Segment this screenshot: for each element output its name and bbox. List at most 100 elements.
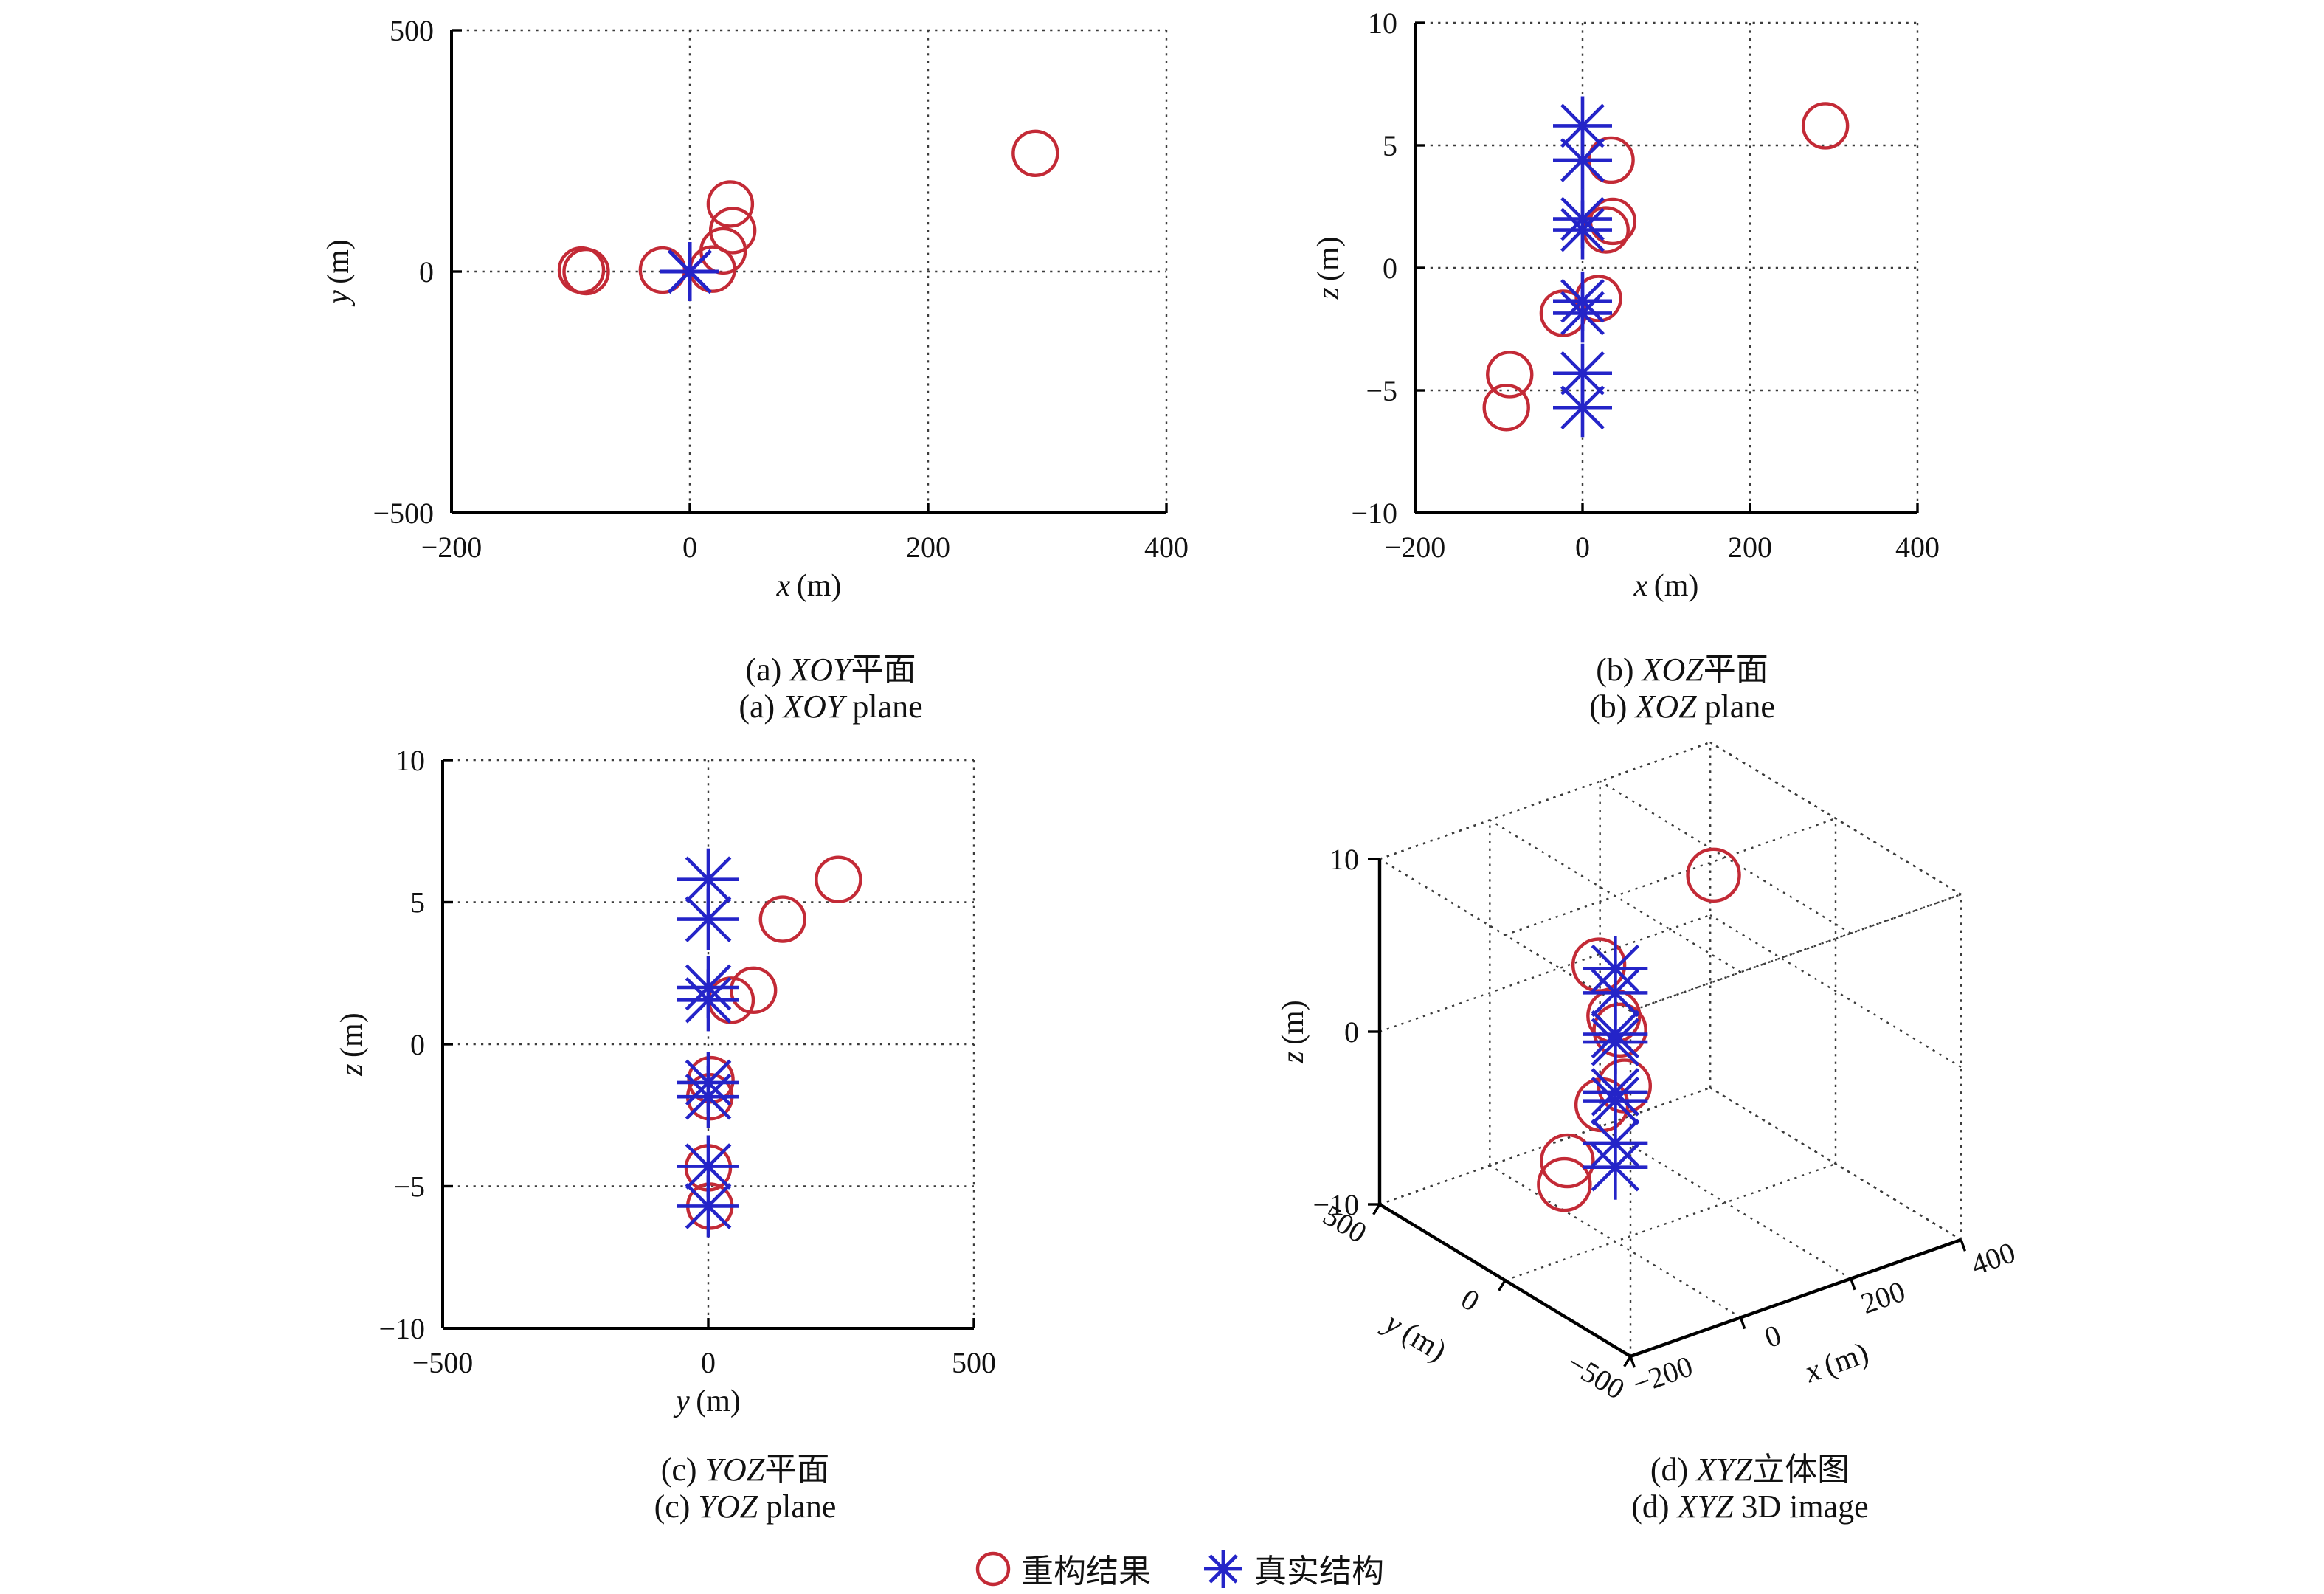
chart-svg-c: −500 0 500 10 5 0 −5 −10 y (m) z (m): [335, 744, 996, 1418]
legend-label-truth: 真实结构: [1254, 1553, 1385, 1590]
series-truth: [1583, 936, 1648, 1200]
y-tick: [1372, 1204, 1381, 1215]
legend: 重构结果 真实结构: [974, 1545, 1384, 1593]
marker-circle-reconstruction: [815, 855, 862, 903]
subplot-yoz-plane: −500 0 500 10 5 0 −5 −10 y (m) z (m): [251, 694, 1077, 1418]
y-tick: [1623, 1356, 1632, 1367]
y-tick-label: −500: [1561, 1346, 1630, 1406]
grid-line-3d: [1379, 741, 1711, 860]
marker-circle-reconstruction: [708, 207, 757, 255]
grid-line-3d: [1504, 817, 1836, 936]
caption-a-line2: (a) XOY plane: [739, 688, 923, 725]
marker-circle-reconstruction: [758, 895, 806, 943]
marker-circle-reconstruction: [1486, 351, 1534, 398]
marker-circle-reconstruction: [562, 247, 610, 296]
legend-item-reconstruction: 重构结果: [974, 1545, 1151, 1593]
marker-circle-reconstruction: [1011, 129, 1059, 177]
caption-b-line1: (b) XOZ平面: [1596, 651, 1768, 688]
marker-circle-reconstruction: [1571, 937, 1627, 993]
x-tick-label: 0: [682, 531, 697, 564]
marker-asterisk-truth: [1553, 200, 1612, 260]
chart-svg-b: −200 0 200 400 10 5 0 −5 −10 x (m) z (m): [1312, 7, 1940, 603]
box-edge: [1709, 741, 1962, 896]
marker-circle-reconstruction: [1801, 102, 1850, 150]
subplot-xyz-3d: 10 0 −10 500 0 −500 −200 0 200 400 y (m) x (m) z (m): [1276, 694, 2125, 1476]
series-truth: [660, 242, 719, 301]
marker-circle-reconstruction: [1574, 275, 1622, 322]
legend-label-reconstruction: 重构结果: [1021, 1553, 1152, 1590]
x-tick-label: 400: [1967, 1235, 2020, 1281]
x-tick-label: −500: [412, 1346, 474, 1379]
series-truth: [677, 848, 739, 1238]
x-tick-label: 0: [1575, 531, 1590, 564]
x-tick: [1629, 1356, 1636, 1368]
y-tick-label: −10: [378, 1312, 425, 1345]
x-tick-label: 0: [701, 1346, 716, 1379]
y-axis-label: z (m): [335, 1012, 369, 1076]
grid-line-3d: [1630, 893, 1962, 1012]
x-tick-label: 200: [1728, 531, 1772, 564]
x-tick-label: 400: [1144, 531, 1189, 564]
y-tick-label: 5: [1383, 129, 1397, 162]
marker-circle-reconstruction: [706, 180, 755, 228]
x-tick-label: 0: [1760, 1318, 1785, 1354]
y-tick-label: 0: [1456, 1282, 1485, 1318]
x-axis-label: x (m): [1633, 569, 1699, 603]
marker-circle-reconstruction: [1482, 384, 1530, 432]
grid-line-3d: [1600, 780, 1852, 934]
caption-d-line1: (d) XYZ立体图: [1650, 1451, 1850, 1488]
y-axis-label: z (m): [1312, 236, 1346, 300]
y-tick-label: −10: [1351, 497, 1397, 530]
marker-circle-reconstruction: [1597, 1058, 1653, 1114]
circle-marker-icon: [975, 1551, 1011, 1587]
y-tick-label: 10: [395, 744, 425, 777]
x-tick-label: 400: [1895, 531, 1940, 564]
grid-line-3d: [1379, 741, 1711, 860]
x-tick-label: −200: [421, 531, 483, 564]
marker-circle-reconstruction: [1686, 847, 1741, 903]
marker-asterisk-truth: [660, 242, 719, 301]
marker-circle-reconstruction: [557, 246, 606, 294]
marker-circle-reconstruction: [730, 966, 778, 1015]
marker-asterisk-truth: [677, 1135, 739, 1198]
caption-c-line2: (c) YOZ plane: [654, 1488, 837, 1525]
x-axis-label: x (m): [1800, 1336, 1873, 1390]
x-axis-edge: [1630, 1238, 1962, 1359]
marker-asterisk-truth: [677, 969, 739, 1032]
series-reconstruction: [1537, 847, 1741, 1212]
y-tick-label: 0: [419, 255, 434, 289]
x-tick-label: 500: [952, 1346, 996, 1379]
box-edge: [1379, 1086, 1711, 1206]
x-tick-label: 200: [1856, 1274, 1909, 1320]
z-tick-label: −10: [1313, 1188, 1359, 1221]
y-tick-label: 5: [410, 886, 425, 920]
y-tick-label: −500: [373, 497, 434, 530]
y-tick-label: 0: [410, 1028, 425, 1061]
y-axis-label: y (m): [1377, 1304, 1452, 1368]
y-tick-label: −5: [393, 1170, 425, 1204]
asterisk-marker-icon: [1204, 1550, 1243, 1588]
z-tick-label: 10: [1329, 843, 1359, 876]
marker-circle-reconstruction: [1592, 1002, 1647, 1058]
subplot-xoz-plane: −200 0 200 400 10 5 0 −5 −10 x (m) z (m): [1269, 0, 2007, 635]
y-tick-label: 10: [1368, 7, 1397, 40]
series-reconstruction: [557, 129, 1059, 296]
caption-a-line1: (a) XOY平面: [745, 651, 916, 688]
series-reconstruction: [1482, 102, 1850, 432]
marker-asterisk-truth: [677, 1066, 739, 1128]
z-axis-label: z (m): [1276, 1000, 1310, 1063]
y-tick-label: 500: [390, 14, 434, 47]
grid-line-3d: [1600, 1125, 1852, 1280]
y-axis-label: y (m): [322, 239, 356, 307]
grid-line-3d: [1379, 914, 1711, 1033]
box-edge: [1379, 741, 1711, 860]
chart-svg-a: −200 0 200 400 500 0 −500 x (m) y (m): [322, 14, 1189, 603]
caption-c-line1: (c) YOZ平面: [660, 1451, 830, 1488]
box-edge: [1630, 893, 1962, 1012]
marker-circle-reconstruction: [1537, 1156, 1592, 1212]
y-tick: [1498, 1280, 1507, 1291]
marker-asterisk-truth: [1553, 130, 1612, 190]
subplot-xoy-plane: −200 0 200 400 500 0 −500 x (m) y (m): [0, 0, 1210, 635]
